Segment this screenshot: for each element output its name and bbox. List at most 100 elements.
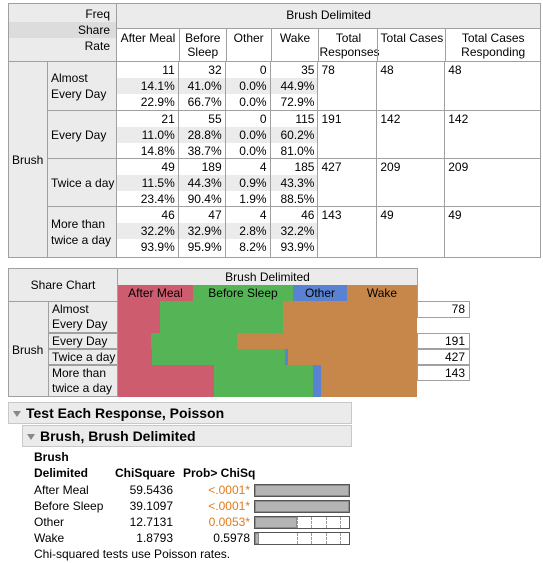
cell-total-cases-responding: 49 — [448, 208, 462, 222]
share-row-total: 427 — [417, 349, 470, 365]
cell-rate: 38.7% — [187, 144, 222, 158]
cell-freq: 185 — [294, 160, 315, 174]
cell-freq: 0 — [259, 63, 267, 77]
cell-total-responses: 191 — [318, 111, 378, 158]
share-chart-title: Share Chart — [8, 268, 118, 302]
crosstab-row: Twice a day 49 11.5% 23.4% 189 44.3% 90.4% 4 0.9… — [48, 158, 541, 206]
test-col-delimited: Delimited — [34, 466, 89, 480]
cell-rate: 81.0% — [280, 144, 315, 158]
test-row-bar — [254, 500, 350, 513]
cell-rate: 0.0% — [239, 95, 267, 109]
cell-rate: 8.2% — [239, 240, 267, 254]
share-segment — [118, 301, 161, 333]
legend-item: Wake — [347, 285, 417, 301]
test-row-prob: <.0001* — [208, 499, 250, 513]
cell-freq: 189 — [201, 160, 222, 174]
legend-item: After Meal — [118, 285, 193, 301]
test-row-bar — [254, 516, 350, 529]
row-header-rate: Rate — [84, 39, 110, 53]
cell-total-cases: 49 — [377, 207, 446, 257]
cell-total-responses: 143 — [318, 207, 378, 257]
test-row-prob: 0.5978 — [213, 531, 250, 545]
cell-total-responses: 427 — [318, 159, 378, 206]
test-row-chisq: 39.1097 — [129, 499, 173, 513]
share-segment — [312, 365, 321, 397]
cell-total-cases-responding: 209 — [448, 160, 469, 174]
cell-rate: 66.7% — [187, 95, 222, 109]
test-row-bar — [254, 532, 350, 545]
crosstab-cell: 189 44.3% 90.4% — [178, 159, 226, 206]
column-header: After Meal — [120, 31, 176, 45]
crosstab-cell: 115 60.2% 81.0% — [270, 111, 319, 158]
cell-share: 60.2% — [270, 127, 318, 143]
legend-item: Before Sleep — [193, 285, 293, 301]
crosstab-cell: 4 0.9% 1.9% — [225, 159, 271, 206]
share-chart-legend: After Meal Before Sleep Other Wake — [118, 285, 417, 301]
column-header: Other — [225, 29, 271, 61]
cell-share: 14.1% — [116, 78, 178, 94]
cell-freq: 115 — [295, 112, 315, 126]
crosstab-row: Almost Every Day 11 14.1% 22.9% 32 41.0% 66.7%… — [48, 62, 540, 110]
crosstab-cell: 0 0.0% 0.0% — [225, 111, 271, 158]
column-header: Total Cases Responding — [445, 29, 540, 61]
cell-freq: 0 — [259, 112, 267, 126]
share-bar — [118, 333, 417, 349]
sub-outline-title: Brush, Brush Delimited — [40, 428, 196, 444]
share-row-label: Almost Every Day — [48, 301, 118, 333]
test-note: Chi-squared tests use Poisson rates. — [34, 547, 231, 561]
crosstab-cell: 21 11.0% 14.8% — [116, 111, 179, 158]
share-segment — [214, 365, 313, 397]
crosstab-cell: 0 0.0% 0.0% — [225, 62, 271, 110]
share-segment — [284, 349, 288, 365]
cell-freq: 49 — [161, 160, 175, 174]
crosstab-cell: 4 2.8% 8.2% — [225, 207, 271, 257]
row-label: Twice a day — [51, 175, 115, 190]
crosstab-row: More than twice a day 46 32.2% 93.9% 47 32.9%… — [48, 206, 541, 257]
crosstab-cell: 47 32.9% 95.9% — [178, 207, 226, 257]
cell-share: 0.0% — [225, 127, 270, 143]
share-chart-row-group: Brush — [8, 301, 49, 397]
column-header: Wake — [270, 29, 319, 61]
column-header: Total Responses — [318, 29, 380, 61]
cell-freq: 46 — [161, 208, 175, 222]
share-chart-column-group: Brush Delimited — [118, 269, 417, 285]
disclosure-triangle-icon[interactable] — [27, 434, 35, 441]
cell-total-responses: 78 — [318, 62, 378, 110]
row-label: Every Day — [51, 127, 107, 142]
cell-total-cases: 142 — [377, 111, 446, 158]
cell-rate: 22.9% — [140, 95, 175, 109]
test-row-chisq: 59.5436 — [129, 483, 173, 497]
row-group-header: Brush — [8, 61, 48, 258]
test-row-label: Wake — [34, 531, 65, 545]
cell-freq: 11 — [162, 63, 175, 77]
outline-brush-delimited[interactable]: Brush, Brush Delimited — [22, 425, 352, 447]
cell-freq: 46 — [301, 208, 315, 222]
test-row-label: After Meal — [34, 483, 89, 497]
cell-rate: 72.9% — [280, 95, 315, 109]
cell-share: 44.3% — [178, 175, 225, 191]
share-row-total: 143 — [417, 365, 470, 381]
cell-share: 28.8% — [178, 127, 225, 143]
crosstab-cell: 32 41.0% 66.7% — [178, 62, 226, 110]
test-col-chisquare: ChiSquare — [115, 466, 176, 480]
test-row-chisq: 1.8793 — [136, 531, 173, 545]
column-group-header: Brush Delimited — [117, 4, 541, 29]
share-segment — [287, 349, 417, 365]
cell-rate: 1.9% — [239, 192, 267, 206]
cell-freq: 4 — [259, 208, 267, 222]
disclosure-triangle-icon[interactable] — [13, 411, 21, 418]
share-row-label: Every Day — [48, 333, 118, 349]
cell-total-cases: 209 — [377, 159, 446, 206]
cell-total-cases-responding: 142 — [448, 112, 469, 126]
row-label: More than twice a day — [51, 217, 112, 247]
row-header-freq: Freq — [85, 7, 110, 21]
cell-share: 32.2% — [116, 223, 178, 239]
cell-total-cases: 48 — [377, 62, 446, 110]
cell-rate: 93.9% — [280, 240, 315, 254]
outline-test-each-response[interactable]: Test Each Response, Poisson — [8, 402, 352, 424]
share-segment — [282, 301, 417, 333]
cell-rate: 0.0% — [239, 144, 267, 158]
crosstab-cell: 35 44.9% 72.9% — [270, 62, 319, 110]
crosstab-row: Every Day 21 11.0% 14.8% 55 28.8% 38.7% 0 0.0% 0.… — [48, 110, 541, 158]
cell-freq: 21 — [161, 112, 175, 126]
